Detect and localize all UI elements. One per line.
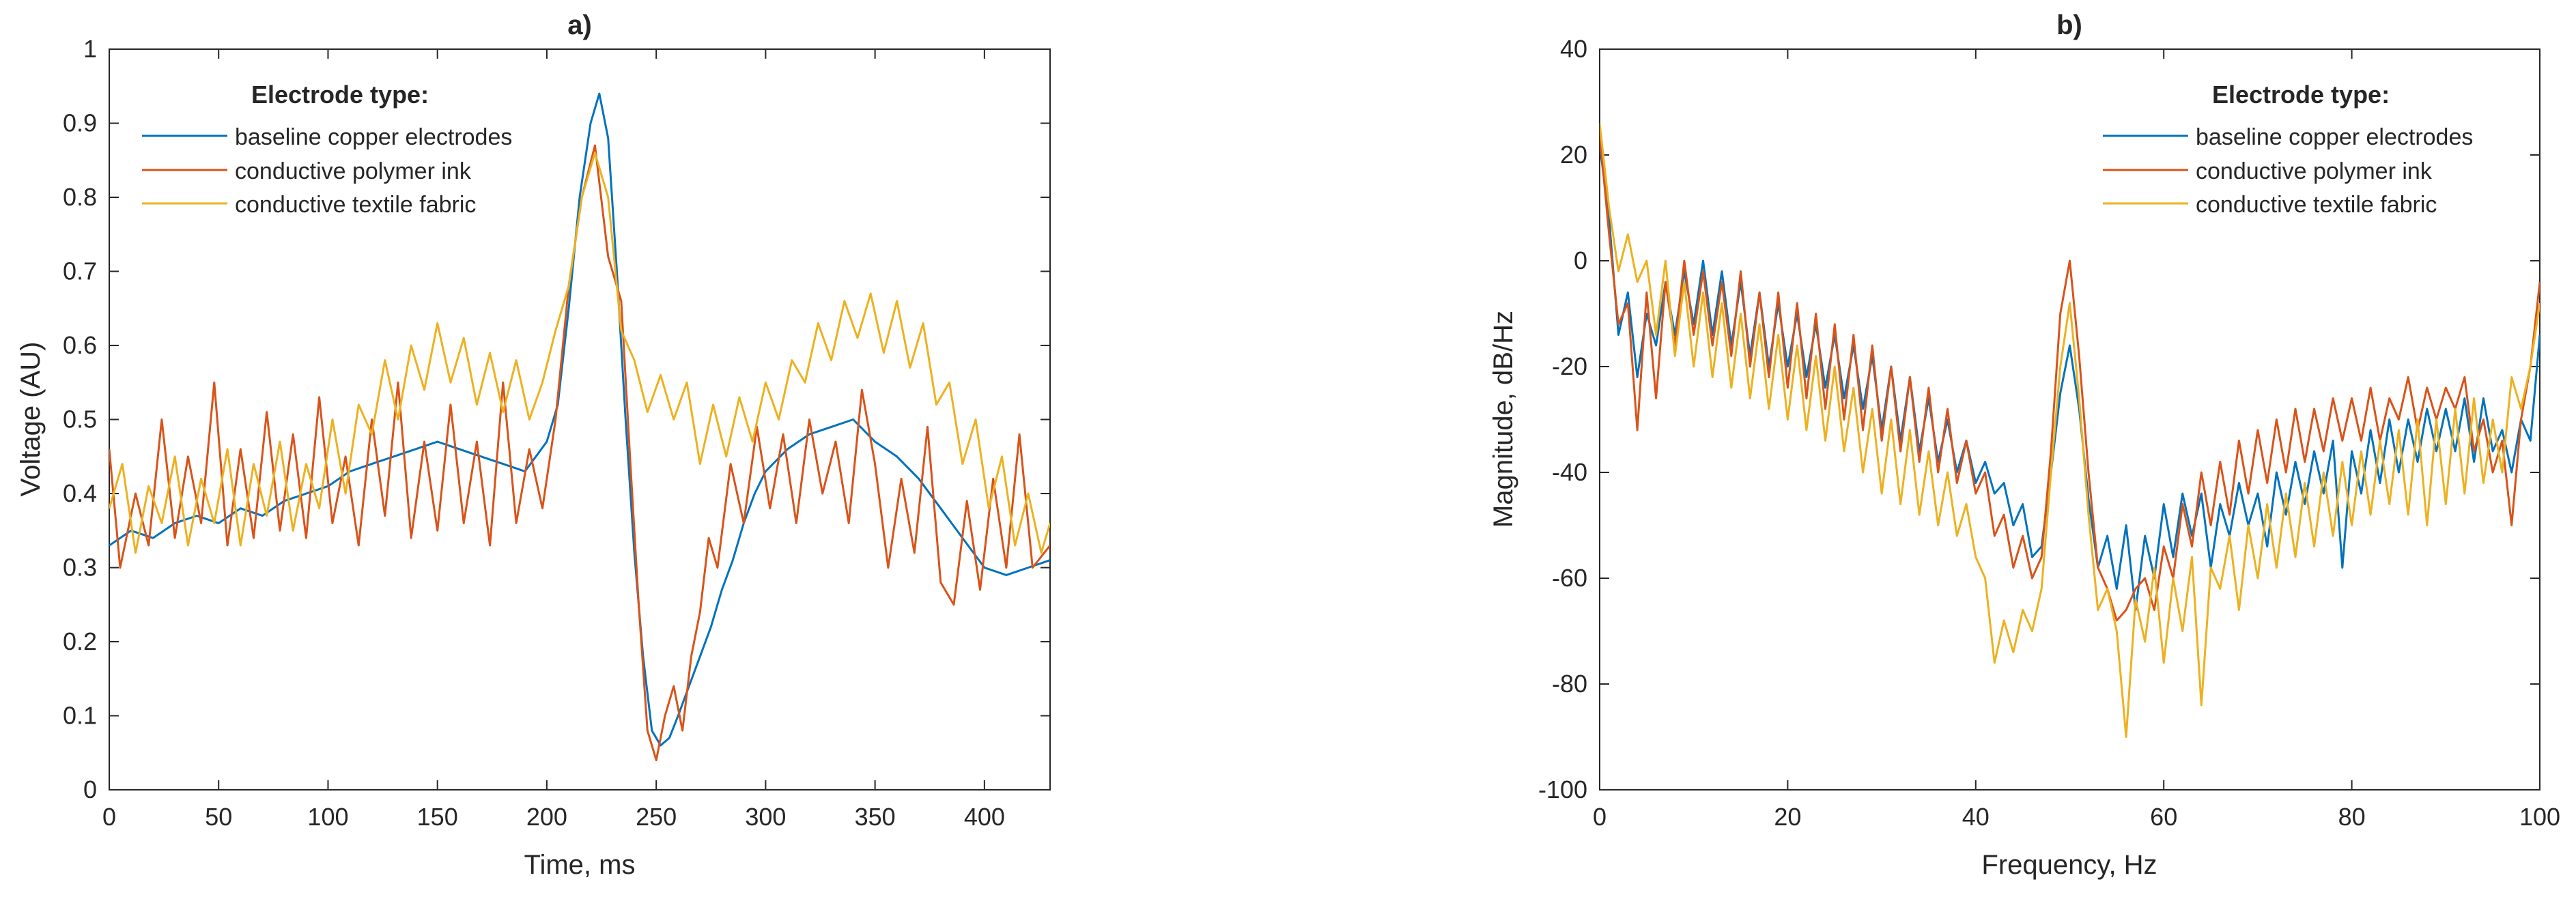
panel-a-y-tick-label: 0.8 xyxy=(63,183,97,211)
panel-b-y-tick-label: -60 xyxy=(1552,564,1587,592)
panel-a-y-tick-label: 0.2 xyxy=(63,627,97,655)
panel-a-legend-label-textile-fabric: conductive textile fabric xyxy=(235,192,476,218)
panel-a-x-tick-label: 100 xyxy=(307,803,348,831)
panel-b-y-tick-label: 0 xyxy=(1574,246,1587,274)
panel-a-x-tick-label: 350 xyxy=(855,803,896,831)
panel-a-series-line-polymer-ink xyxy=(109,144,1050,762)
panel-a-y-tick-label: 0.1 xyxy=(63,702,97,730)
panel-b-x-tick-label: 60 xyxy=(2150,803,2177,831)
panel-b-x-tick-label: 80 xyxy=(2338,803,2366,831)
panel-a-x-tick-label: 0 xyxy=(102,803,116,831)
panel-b-x-tick-label: 20 xyxy=(1774,803,1801,831)
panel-b-series-line-textile-fabric xyxy=(1600,123,2540,738)
panel-a-y-axis-label: Voltage (AU) xyxy=(16,342,46,497)
panel-b-legend-label-textile-fabric: conductive textile fabric xyxy=(2196,192,2437,218)
panel-a-y-tick-label: 1 xyxy=(83,35,97,63)
panel-a-x-tick-label: 400 xyxy=(964,803,1005,831)
panel-b-series-line-polymer-ink xyxy=(1600,133,2540,622)
panel-a-legend-title: Electrode type: xyxy=(251,81,429,109)
panel-b-series-group xyxy=(1600,123,2540,738)
panel-a-y-tick-label: 0.3 xyxy=(63,554,97,582)
panel-a-x-tick-label: 150 xyxy=(417,803,458,831)
panel-a-x-axis-label: Time, ms xyxy=(524,850,636,880)
panel-b-ticks: 0 20 40 60 80 100 -100 -80 -60 -40 -20 0 20 40 xyxy=(1538,35,2560,831)
panel-a-x-tick-label: 250 xyxy=(636,803,677,831)
panel-a-series-group xyxy=(109,92,1050,762)
panel-b-title: b) xyxy=(2056,10,2082,40)
panel-b-legend-label-polymer-ink: conductive polymer ink xyxy=(2196,158,2433,184)
panel-b-y-tick-label: -100 xyxy=(1538,775,1587,803)
panel-a: a) Time, ms Voltage (AU) 0 50 100 150 200 250… xyxy=(16,10,1051,880)
panel-a-series-line-textile-fabric xyxy=(109,152,1050,554)
panel-b-axes-box xyxy=(1599,48,2540,791)
panel-a-y-tick-label: 0.9 xyxy=(63,109,97,137)
panel-a-legend: Electrode type: baseline copper electrod… xyxy=(142,81,512,218)
panel-b-y-axis-label: Magnitude, dB/Hz xyxy=(1488,311,1518,528)
panel-b-y-tick-label: 20 xyxy=(1560,141,1587,169)
panel-b-x-tick-label: 0 xyxy=(1593,803,1607,831)
panel-b: b) Frequency, Hz Magnitude, dB/Hz 0 20 40 6… xyxy=(1488,10,2560,880)
panel-a-y-tick-label: 0.7 xyxy=(63,257,97,285)
panel-a-y-tick-label: 0.6 xyxy=(63,331,97,359)
panel-a-x-tick-label: 300 xyxy=(745,803,786,831)
panel-a-x-tick-label: 200 xyxy=(526,803,567,831)
panel-a-title: a) xyxy=(567,10,592,40)
panel-a-y-tick-label: 0.4 xyxy=(63,479,97,507)
panel-b-legend-title: Electrode type: xyxy=(2212,81,2390,109)
panel-b-legend-label-baseline-copper: baseline copper electrodes xyxy=(2196,124,2473,150)
panel-b-legend: Electrode type: baseline copper electrod… xyxy=(2103,81,2473,218)
panel-a-y-tick-label: 0.5 xyxy=(63,405,97,433)
panel-b-y-tick-label: 40 xyxy=(1560,35,1587,63)
panel-b-x-tick-label: 40 xyxy=(1962,803,1990,831)
panel-a-legend-label-polymer-ink: conductive polymer ink xyxy=(235,158,472,184)
panel-b-y-tick-label: -20 xyxy=(1552,352,1587,380)
panel-a-x-tick-label: 50 xyxy=(205,803,232,831)
panel-b-y-tick-label: -40 xyxy=(1552,458,1587,486)
panel-b-y-tick-label: -80 xyxy=(1552,670,1587,698)
panel-b-x-tick-label: 100 xyxy=(2519,803,2560,831)
panel-a-y-tick-label: 0 xyxy=(83,775,97,803)
panel-b-x-axis-label: Frequency, Hz xyxy=(1981,850,2157,880)
panel-a-ticks: 0 50 100 150 200 250 300 350 400 0 0.1 0.2 0.3 0.4 0.5… xyxy=(63,35,1050,831)
panel-a-legend-label-baseline-copper: baseline copper electrodes xyxy=(235,124,512,150)
